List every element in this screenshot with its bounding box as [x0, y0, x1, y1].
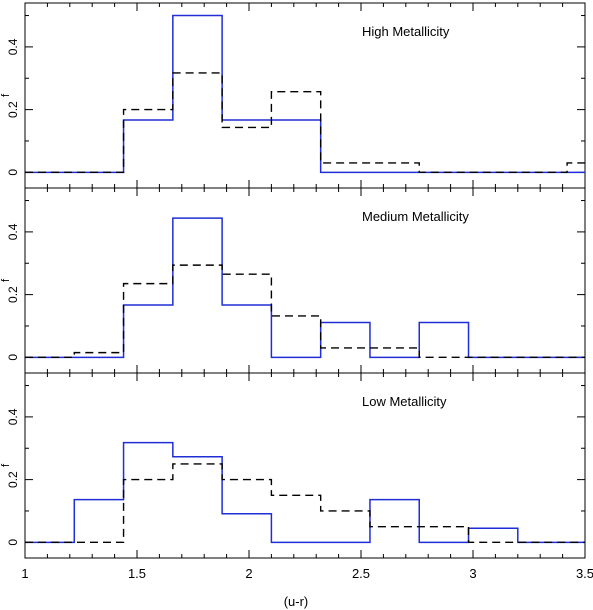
- y-axis-label: f: [0, 278, 12, 282]
- y-tick-label: 0: [6, 539, 20, 546]
- x-tick-label: 1: [21, 566, 28, 581]
- x-tick-label: 2: [245, 566, 252, 581]
- y-axis-label: f: [0, 463, 12, 467]
- panel-title: Medium Metallicity: [362, 209, 469, 224]
- panel-title: Low Metallicity: [362, 394, 447, 409]
- dashed-histogram: [25, 264, 585, 359]
- x-tick-labels: 1 1.5 2 2.5 3 3.5: [21, 566, 593, 581]
- x-tick-label: 3: [469, 566, 476, 581]
- solid-histogram: [25, 217, 585, 359]
- dashed-histogram: [25, 463, 585, 544]
- panel-1: 0 0.2 0.4 f High Metallicity: [0, 2, 586, 189]
- x-tick-label: 3.5: [576, 566, 593, 581]
- y-tick-label: 0.2: [6, 101, 20, 118]
- x-axis-label: (u-r): [284, 594, 309, 609]
- panel-frame: [24, 2, 586, 189]
- solid-histogram: [25, 14, 585, 174]
- panel-frame: [24, 372, 586, 559]
- y-tick-label: 0.2: [6, 286, 20, 303]
- dashed-histogram: [25, 72, 585, 174]
- panel-title: High Metallicity: [362, 24, 450, 39]
- y-tick-label: 0.4: [6, 38, 20, 55]
- y-tick-label: 0: [6, 354, 20, 361]
- y-tick-label: 0.4: [6, 223, 20, 240]
- x-tick-label: 1.5: [128, 566, 146, 581]
- y-tick-label: 0.4: [6, 408, 20, 425]
- y-axis-label: f: [0, 93, 12, 97]
- x-tick-label: 2.5: [352, 566, 370, 581]
- y-tick-label: 0.2: [6, 471, 20, 488]
- panel-frame: [24, 187, 586, 374]
- y-tick-label: 0: [6, 169, 20, 176]
- panel-3: 0 0.2 0.4 f Low Metallicity: [0, 372, 586, 559]
- panel-2: 0 0.2 0.4 f Medium Metallicity: [0, 187, 586, 374]
- solid-histogram: [25, 441, 585, 544]
